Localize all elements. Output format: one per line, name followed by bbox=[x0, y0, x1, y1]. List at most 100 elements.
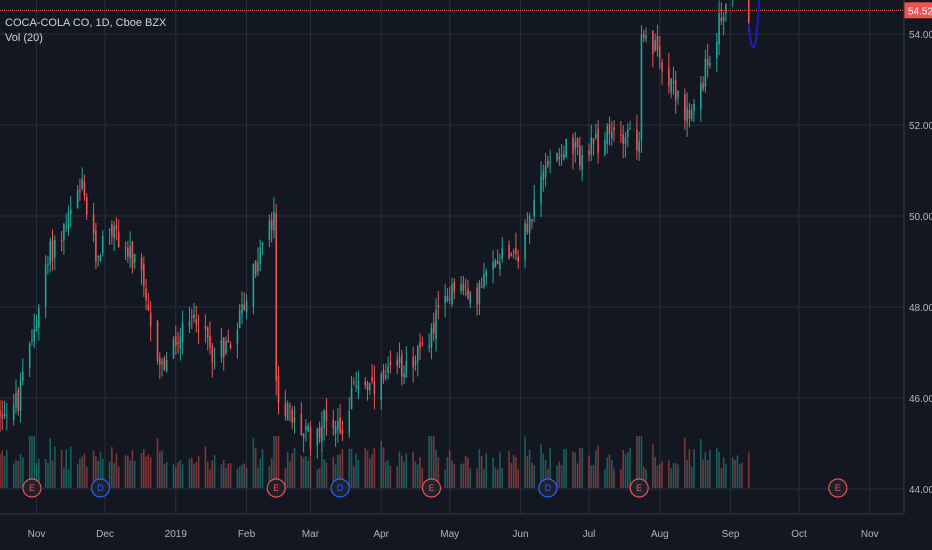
dividend-event-marker[interactable]: D bbox=[538, 478, 558, 498]
candle-body bbox=[656, 35, 659, 51]
time-axis[interactable]: Nov Dec 2019 Feb Mar Apr May Jun Jul Aug Sep Oct Nov bbox=[0, 513, 904, 540]
volume-bar bbox=[28, 436, 31, 488]
candle-body bbox=[597, 128, 599, 154]
candle-body bbox=[549, 161, 551, 163]
candle-body bbox=[464, 292, 467, 294]
volume-bar bbox=[300, 455, 303, 488]
candle-body bbox=[496, 260, 499, 265]
event-letter: E bbox=[636, 483, 642, 493]
volume-bar bbox=[366, 450, 369, 488]
time-tick-label: Apr bbox=[373, 529, 389, 540]
volume-bar bbox=[197, 456, 200, 488]
volume-bar bbox=[337, 454, 339, 488]
candle-body bbox=[69, 209, 72, 215]
volume-bar bbox=[574, 452, 577, 488]
earnings-event-marker[interactable]: E bbox=[629, 478, 649, 498]
price-tick-label: 54.00 bbox=[909, 30, 932, 41]
time-tick-label: Nov bbox=[28, 529, 46, 540]
candle-body bbox=[238, 310, 241, 329]
volume-bar bbox=[38, 458, 40, 488]
symbol-legend[interactable]: COCA-COLA CO, 1D, Cboe BZX bbox=[5, 17, 167, 29]
volume-legend[interactable]: Vol (20) bbox=[5, 32, 43, 44]
candle-body bbox=[79, 189, 81, 191]
candle-body bbox=[590, 137, 593, 155]
volume-bar bbox=[165, 462, 168, 488]
volume-bar bbox=[190, 457, 193, 488]
candle-body bbox=[592, 138, 595, 144]
volume-bar bbox=[524, 436, 526, 488]
volume-bar bbox=[69, 446, 72, 488]
volume-bar bbox=[181, 464, 184, 488]
candle-body bbox=[540, 176, 542, 204]
earnings-event-marker[interactable]: E bbox=[828, 478, 848, 498]
candle-body bbox=[622, 134, 625, 144]
candle-body bbox=[334, 425, 337, 434]
volume-bar bbox=[558, 461, 561, 488]
candle-body bbox=[318, 427, 321, 438]
candle-body bbox=[686, 107, 688, 123]
volume-bar bbox=[316, 469, 319, 488]
candle-body bbox=[709, 62, 711, 66]
volume-bar bbox=[6, 450, 8, 488]
time-tick-label: Jul bbox=[583, 529, 596, 540]
time-tick-label: Dec bbox=[96, 529, 114, 540]
volume-bar bbox=[227, 463, 230, 488]
volume-bar bbox=[709, 449, 711, 488]
volume-bar bbox=[638, 436, 640, 488]
volume-bar bbox=[204, 446, 207, 488]
volume-bar bbox=[101, 458, 104, 488]
volume-bar bbox=[129, 460, 131, 488]
candle-body bbox=[99, 255, 102, 261]
candle-body bbox=[706, 59, 709, 66]
candle-body bbox=[254, 261, 257, 275]
volume-bar bbox=[576, 463, 579, 488]
candle-body bbox=[47, 264, 49, 266]
volume-bar bbox=[245, 467, 248, 488]
volume-bar bbox=[581, 447, 583, 488]
volume-bar bbox=[405, 453, 408, 488]
earnings-event-marker[interactable]: E bbox=[421, 478, 442, 498]
candle-body bbox=[595, 133, 597, 139]
candle-body bbox=[0, 409, 1, 417]
volume-bar bbox=[158, 451, 161, 488]
time-tick-label: Aug bbox=[651, 529, 669, 540]
earnings-event-marker[interactable]: E bbox=[22, 478, 42, 498]
volume-bar bbox=[642, 467, 645, 488]
volume-bar bbox=[656, 465, 659, 488]
candlesticks bbox=[0, 0, 750, 459]
candle-body bbox=[444, 295, 446, 304]
volume-bar bbox=[670, 468, 672, 488]
volume-bar bbox=[469, 468, 472, 488]
volume-bars bbox=[0, 436, 750, 488]
candle-body bbox=[225, 340, 227, 353]
candle-body bbox=[163, 358, 166, 370]
candle-body bbox=[277, 375, 280, 403]
volume-bar bbox=[640, 436, 643, 488]
volume-bar bbox=[610, 460, 613, 488]
earnings-event-marker[interactable]: E bbox=[266, 478, 286, 498]
chart-legend: COCA-COLA CO, 1D, Cboe BZX Vol (20) bbox=[5, 16, 166, 46]
volume-bar bbox=[592, 464, 595, 488]
volume-bar bbox=[67, 469, 70, 488]
dividend-event-marker[interactable]: D bbox=[90, 478, 111, 498]
candle-body bbox=[725, 3, 727, 14]
candle-body bbox=[469, 292, 472, 304]
volume-bar bbox=[44, 458, 47, 488]
projection-curve bbox=[747, 0, 761, 49]
candle-body bbox=[480, 286, 483, 288]
volume-bar bbox=[608, 454, 611, 488]
candle-body bbox=[412, 356, 414, 368]
candle-body bbox=[76, 190, 79, 209]
volume-bar bbox=[590, 465, 593, 488]
volume-bar bbox=[428, 436, 430, 488]
candle-body bbox=[684, 94, 686, 121]
candle-body bbox=[515, 247, 517, 255]
candle-body bbox=[236, 330, 239, 345]
volume-bar bbox=[60, 449, 63, 488]
volume-bar bbox=[622, 450, 625, 488]
volume-bar bbox=[17, 460, 20, 488]
dividend-event-marker[interactable]: D bbox=[330, 478, 350, 498]
